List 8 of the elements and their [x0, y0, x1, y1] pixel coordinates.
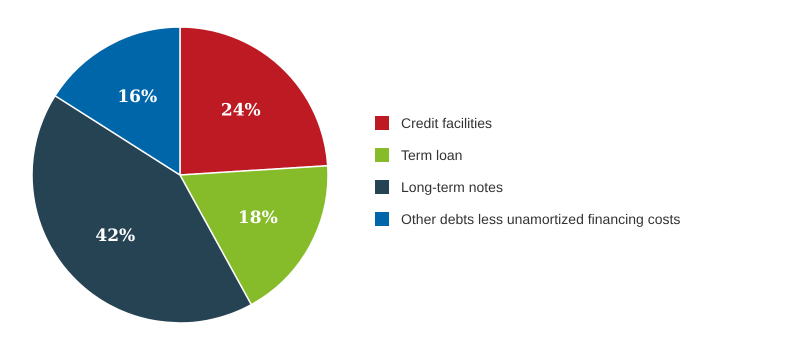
legend-label: Long-term notes: [401, 178, 503, 194]
data-label: 24%: [220, 100, 261, 120]
legend-label: Other debts less unamortized financing costs: [401, 210, 680, 226]
data-label: 18%: [238, 208, 278, 228]
data-label: 16%: [117, 87, 158, 108]
legend-label: Credit facilities: [401, 114, 492, 130]
data-label: 42%: [95, 226, 136, 246]
legend-label: Term loan: [401, 146, 462, 162]
